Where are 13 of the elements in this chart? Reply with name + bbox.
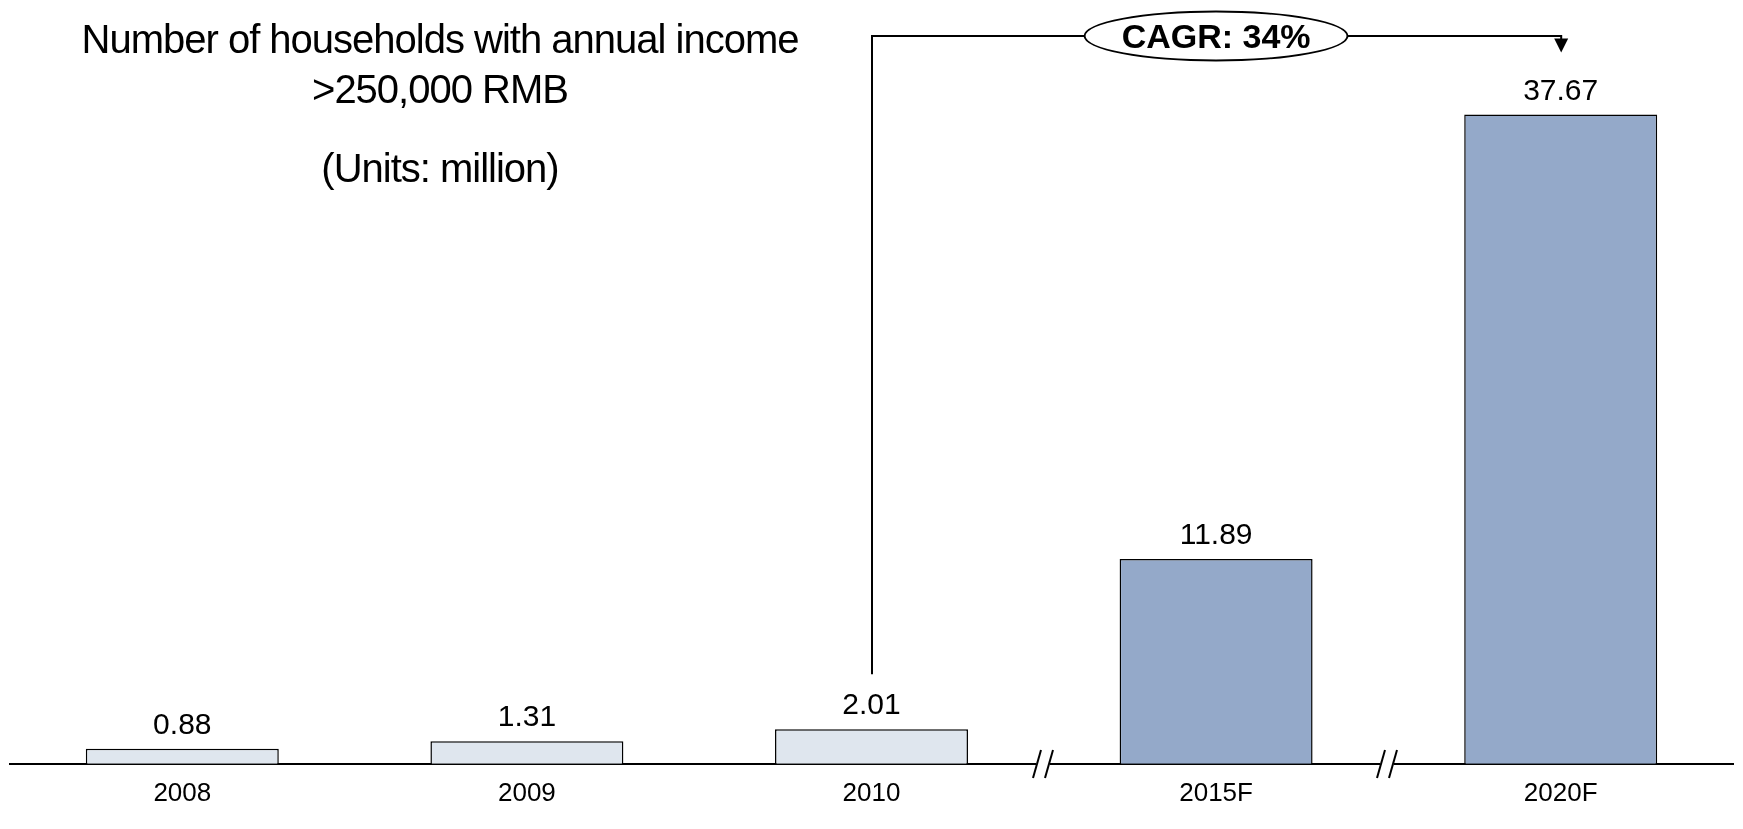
annotation: CAGR: 34% xyxy=(1083,10,1349,62)
data-label: 2.01 xyxy=(842,687,901,721)
x-tick-label: 2008 xyxy=(153,776,212,807)
x-tick-label: 2015F xyxy=(1179,776,1253,807)
x-tick-label: 2010 xyxy=(842,776,901,807)
x-tick-label: 2020F xyxy=(1523,776,1598,807)
data-label: 11.89 xyxy=(1179,517,1253,551)
x-tick-label: 2009 xyxy=(497,776,556,807)
data-label: 37.67 xyxy=(1523,72,1599,106)
data-label: 1.31 xyxy=(497,699,557,733)
data-label: 0.88 xyxy=(153,706,212,740)
chart-title: Number of households with annual income >250,000 RMB xyxy=(80,16,800,113)
text: (Units: million) xyxy=(320,146,560,191)
